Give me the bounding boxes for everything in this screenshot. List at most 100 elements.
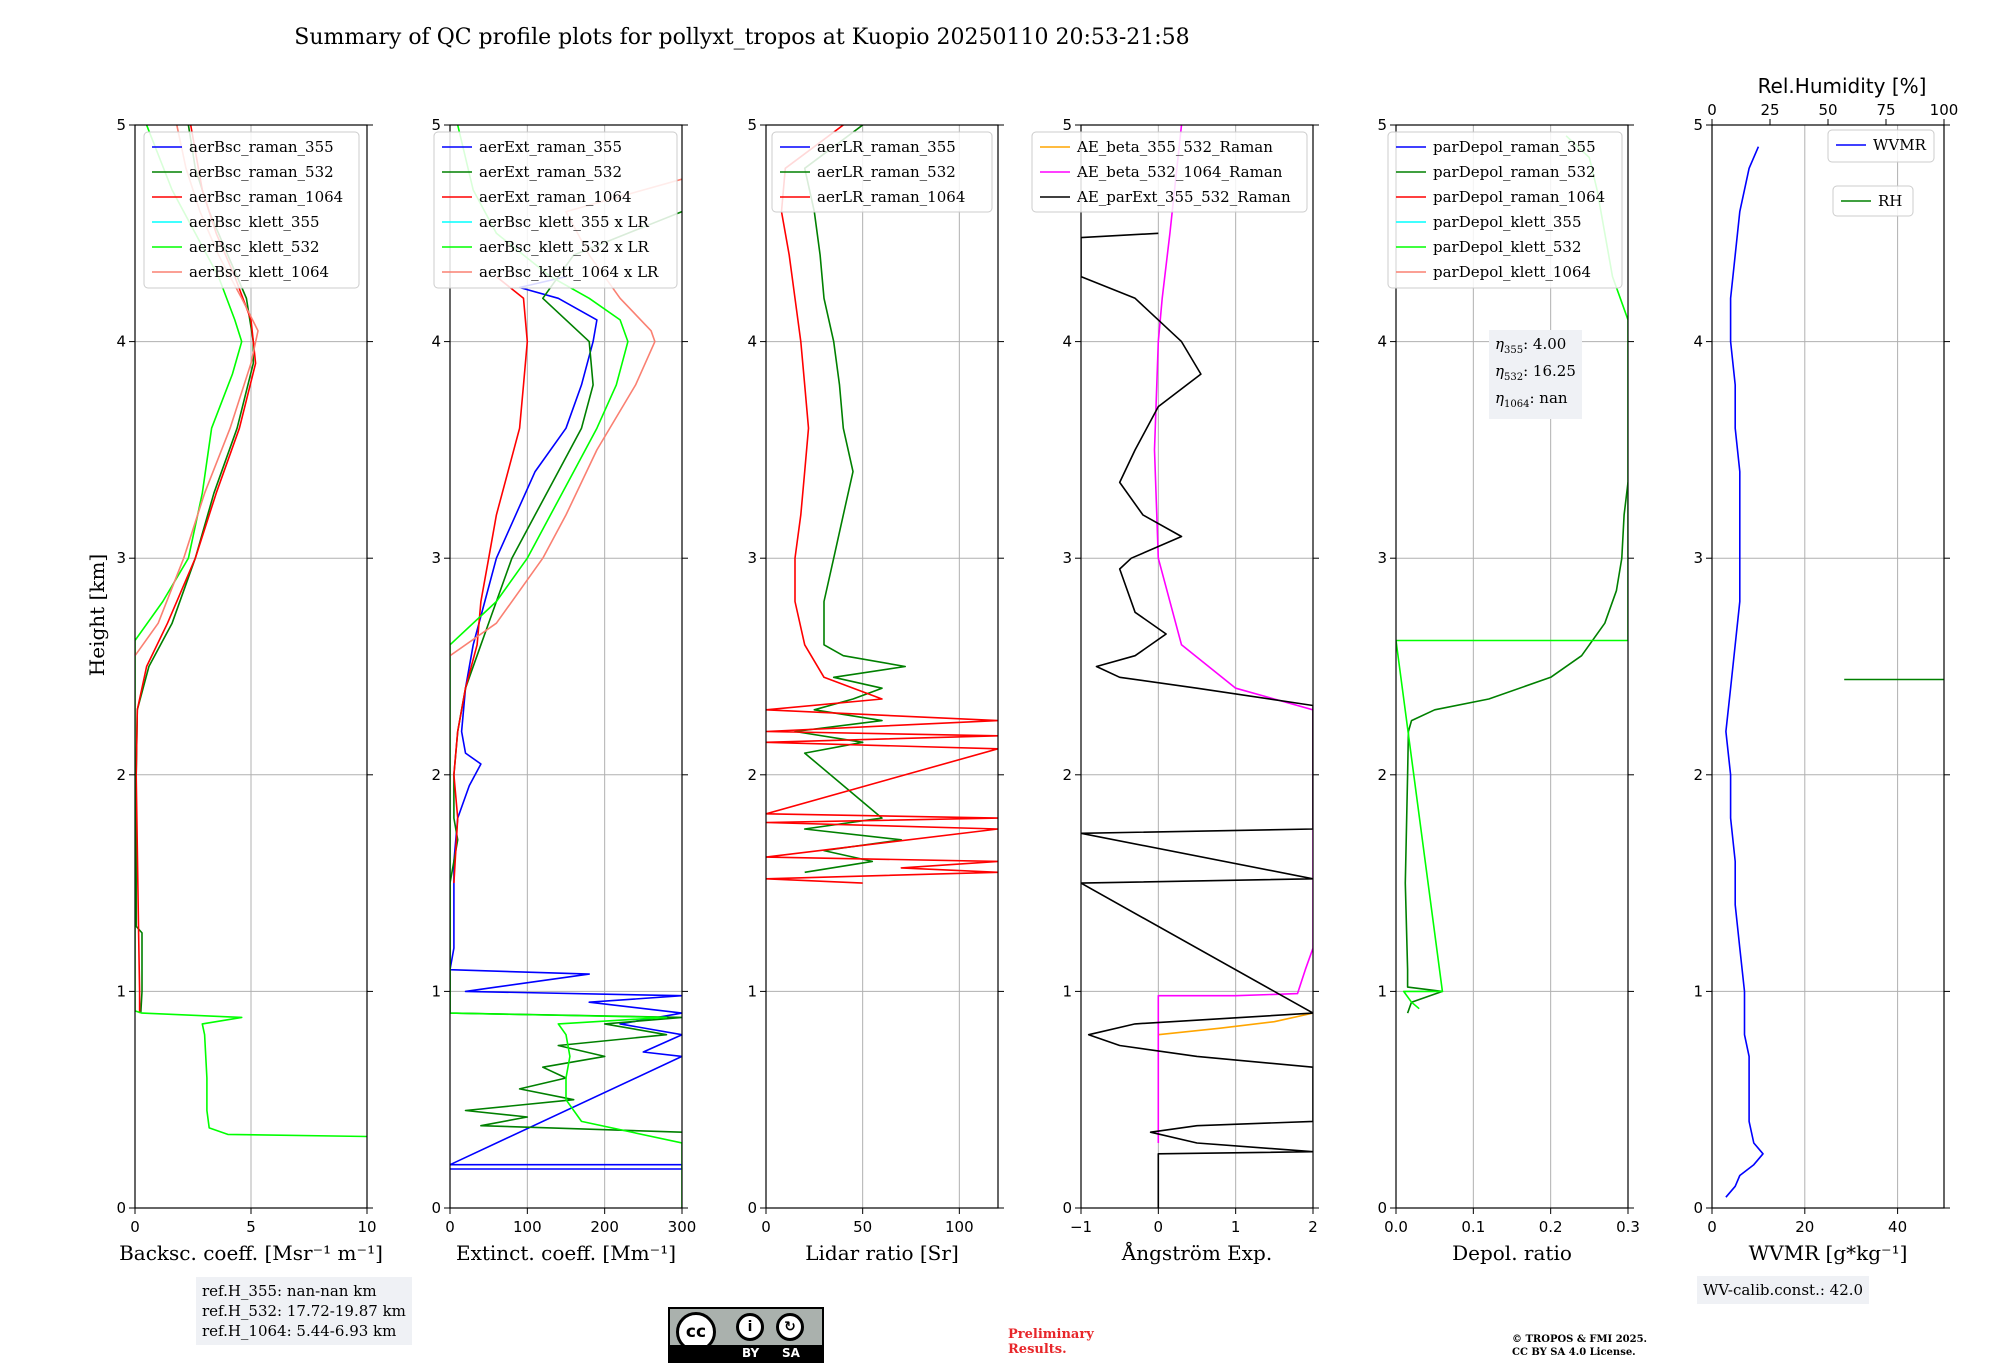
- eta-355-line: η355: 4.00: [1495, 335, 1567, 356]
- x-axis-label: Backsc. coeff. [Msr⁻¹ m⁻¹]: [119, 1241, 383, 1265]
- legend-frame: [143, 131, 360, 289]
- legend-label: aerBsc_klett_532 x LR: [479, 238, 650, 256]
- legend-label: parDepol_klett_355: [1433, 213, 1582, 231]
- x-tick-label: 0: [445, 1218, 455, 1236]
- legend-label: AE_beta_355_532_Raman: [1076, 138, 1273, 156]
- legend-label: aerLR_raman_355: [817, 138, 956, 156]
- legend-label: aerLR_raman_1064: [817, 188, 965, 206]
- panel-extinction: 0 1 2 3 4 5 0 100 200 300 Extinct. coeff. [Mm⁻¹] ae…: [431, 116, 696, 1265]
- legend-label: WVMR: [1873, 136, 1927, 154]
- legend-label: aerBsc_klett_532: [189, 238, 320, 256]
- y-tick-label: 4: [747, 333, 757, 351]
- legend-label: aerBsc_raman_1064: [189, 188, 343, 206]
- x-tick-label: 200: [590, 1218, 619, 1236]
- copyright-note: © TROPOS & FMI 2025. CC BY SA 4.0 Licens…: [1512, 1333, 1647, 1359]
- series-line-WVMR: [1725, 146, 1764, 1198]
- ref-height-355: ref.H_355: nan-nan km: [202, 1282, 377, 1300]
- x-tick-label: 0: [1707, 1218, 1717, 1236]
- y-tick-label: 5: [1377, 116, 1387, 134]
- legend-label: aerExt_raman_1064: [479, 188, 632, 206]
- legend-frame: [1031, 131, 1308, 213]
- y-tick-label: 2: [747, 766, 757, 784]
- legend-label: aerBsc_klett_355: [189, 213, 320, 231]
- preliminary-note: Preliminary Results.: [1008, 1327, 1094, 1357]
- y-tick-label: 5: [1693, 116, 1703, 134]
- y-tick-label: 3: [1062, 549, 1072, 567]
- legend: parDepol_raman_355 parDepol_raman_532 parD…: [1387, 131, 1623, 289]
- series-group: [450, 125, 682, 1208]
- eta-532-line: η532: 16.25: [1495, 362, 1576, 383]
- x-tick-label: 0.1: [1461, 1218, 1485, 1236]
- preliminary-line-2: Results.: [1008, 1342, 1067, 1357]
- wv-calib-box: WV-calib.const.: 42.0: [1697, 1276, 1870, 1304]
- ref-height-532: ref.H_532: 17.72-19.87 km: [202, 1302, 406, 1320]
- y-tick-label: 1: [1377, 982, 1387, 1000]
- series-line-AE_beta_355_532_Raman: [1158, 1012, 1313, 1036]
- legend: aerBsc_raman_355 aerBsc_raman_532 aerBsc_r…: [143, 131, 360, 289]
- x-tick-label: 0.3: [1616, 1218, 1640, 1236]
- ref-height-box: ref.H_355: nan-nan km ref.H_532: 17.72-1…: [196, 1277, 412, 1345]
- y-tick-label: 5: [1062, 116, 1072, 134]
- panel-frame: [449, 124, 683, 1209]
- series-line-aerLR_raman_532: [794, 125, 907, 874]
- preliminary-line-1: Preliminary: [1008, 1327, 1094, 1342]
- x-axis-label: Ångström Exp.: [1121, 1240, 1272, 1265]
- eta-annotation: η355: 4.00 η532: 16.25 η1064: nan: [1489, 330, 1582, 419]
- x-tick-label: 0.0: [1384, 1218, 1408, 1236]
- panel-frame: [765, 124, 999, 1209]
- x-tick-label: 0: [1154, 1218, 1164, 1236]
- y-tick-label: 4: [116, 333, 126, 351]
- cc-sa-label: SA: [782, 1346, 800, 1360]
- by-attribution-icon: i: [736, 1313, 764, 1341]
- y-tick-label: 2: [1377, 766, 1387, 784]
- figure-title: Summary of QC profile plots for pollyxt_…: [294, 25, 1189, 50]
- y-axis-label: Height [km]: [85, 554, 109, 676]
- y-tick-label: 3: [1377, 549, 1387, 567]
- legend-label: aerBsc_klett_355 x LR: [479, 213, 650, 231]
- x-tick-label: 20: [1795, 1218, 1814, 1236]
- y-tick-label: 3: [1693, 549, 1703, 567]
- legend-label: AE_parExt_355_532_Raman: [1076, 188, 1291, 206]
- legend-label: parDepol_klett_1064: [1433, 263, 1591, 281]
- x-axis-label: Extinct. coeff. [Mm⁻¹]: [456, 1241, 676, 1265]
- x2-tick-label: 100: [1930, 101, 1959, 119]
- legend-label: aerExt_raman_532: [479, 163, 622, 181]
- y-tick-label: 0: [116, 1199, 126, 1217]
- x-axis-label: Lidar ratio [Sr]: [805, 1241, 959, 1265]
- y-tick-label: 0: [1693, 1199, 1703, 1217]
- copyright-line-1: © TROPOS & FMI 2025.: [1512, 1334, 1648, 1345]
- x-tick-label: 2: [1308, 1218, 1318, 1236]
- y-tick-label: 1: [747, 982, 757, 1000]
- series-line-AE_parExt_355_532_Raman: [1081, 232, 1313, 1208]
- x-tick-label: 0: [130, 1218, 140, 1236]
- y-tick-label: 2: [1693, 766, 1703, 784]
- y-tick-label: 3: [431, 549, 441, 567]
- legend-label: RH: [1878, 192, 1902, 210]
- x-axis-label: Depol. ratio: [1452, 1241, 1572, 1265]
- x-tick-label: 100: [945, 1218, 974, 1236]
- x-axis-label: WVMR [g*kg⁻¹]: [1749, 1241, 1908, 1265]
- y-tick-label: 3: [747, 549, 757, 567]
- legend-frame: [433, 131, 678, 289]
- y-tick-label: 0: [1062, 1199, 1072, 1217]
- legend-label: aerBsc_klett_1064 x LR: [479, 263, 659, 281]
- series-group: [766, 125, 998, 884]
- x-tick-label: 1: [1231, 1218, 1241, 1236]
- legend-label: aerBsc_raman_532: [189, 163, 334, 181]
- rh-axis-label: Rel.Humidity [%]: [1758, 74, 1927, 98]
- legend-frame: [1387, 131, 1623, 289]
- cc-by-label: BY: [742, 1346, 760, 1360]
- legend: AE_beta_355_532_Raman AE_beta_532_1064_Ra…: [1031, 131, 1308, 213]
- wv-calib-text: WV-calib.const.: 42.0: [1703, 1281, 1864, 1299]
- x-tick-label: −1: [1070, 1218, 1092, 1236]
- y-tick-label: 4: [431, 333, 441, 351]
- series-group: [1081, 125, 1313, 1208]
- legend-label: AE_beta_532_1064_Raman: [1076, 163, 1283, 181]
- legend-label: aerBsc_raman_355: [189, 138, 334, 156]
- y-tick-label: 2: [431, 766, 441, 784]
- y-tick-label: 5: [747, 116, 757, 134]
